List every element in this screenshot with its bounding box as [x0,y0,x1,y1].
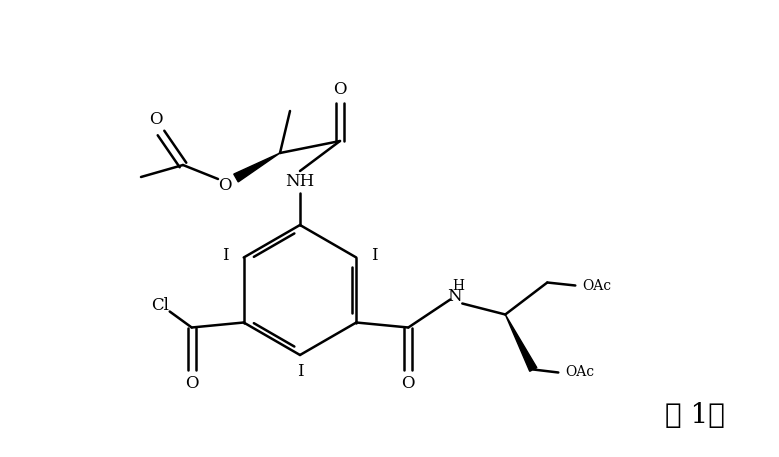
Text: O: O [150,112,163,128]
Text: OAc: OAc [583,278,612,292]
Text: N: N [447,288,462,305]
Text: I: I [371,247,378,264]
Text: O: O [185,375,199,392]
Text: I: I [297,363,303,381]
Text: O: O [401,375,415,392]
Text: 式 1。: 式 1。 [665,402,725,429]
Text: O: O [333,81,347,99]
Text: Cl: Cl [151,297,168,314]
Text: I: I [222,247,229,264]
Polygon shape [234,153,280,182]
Text: OAc: OAc [566,366,595,379]
Text: NH: NH [285,174,315,191]
Polygon shape [506,314,537,372]
Text: O: O [218,176,231,193]
Text: H: H [453,278,464,292]
